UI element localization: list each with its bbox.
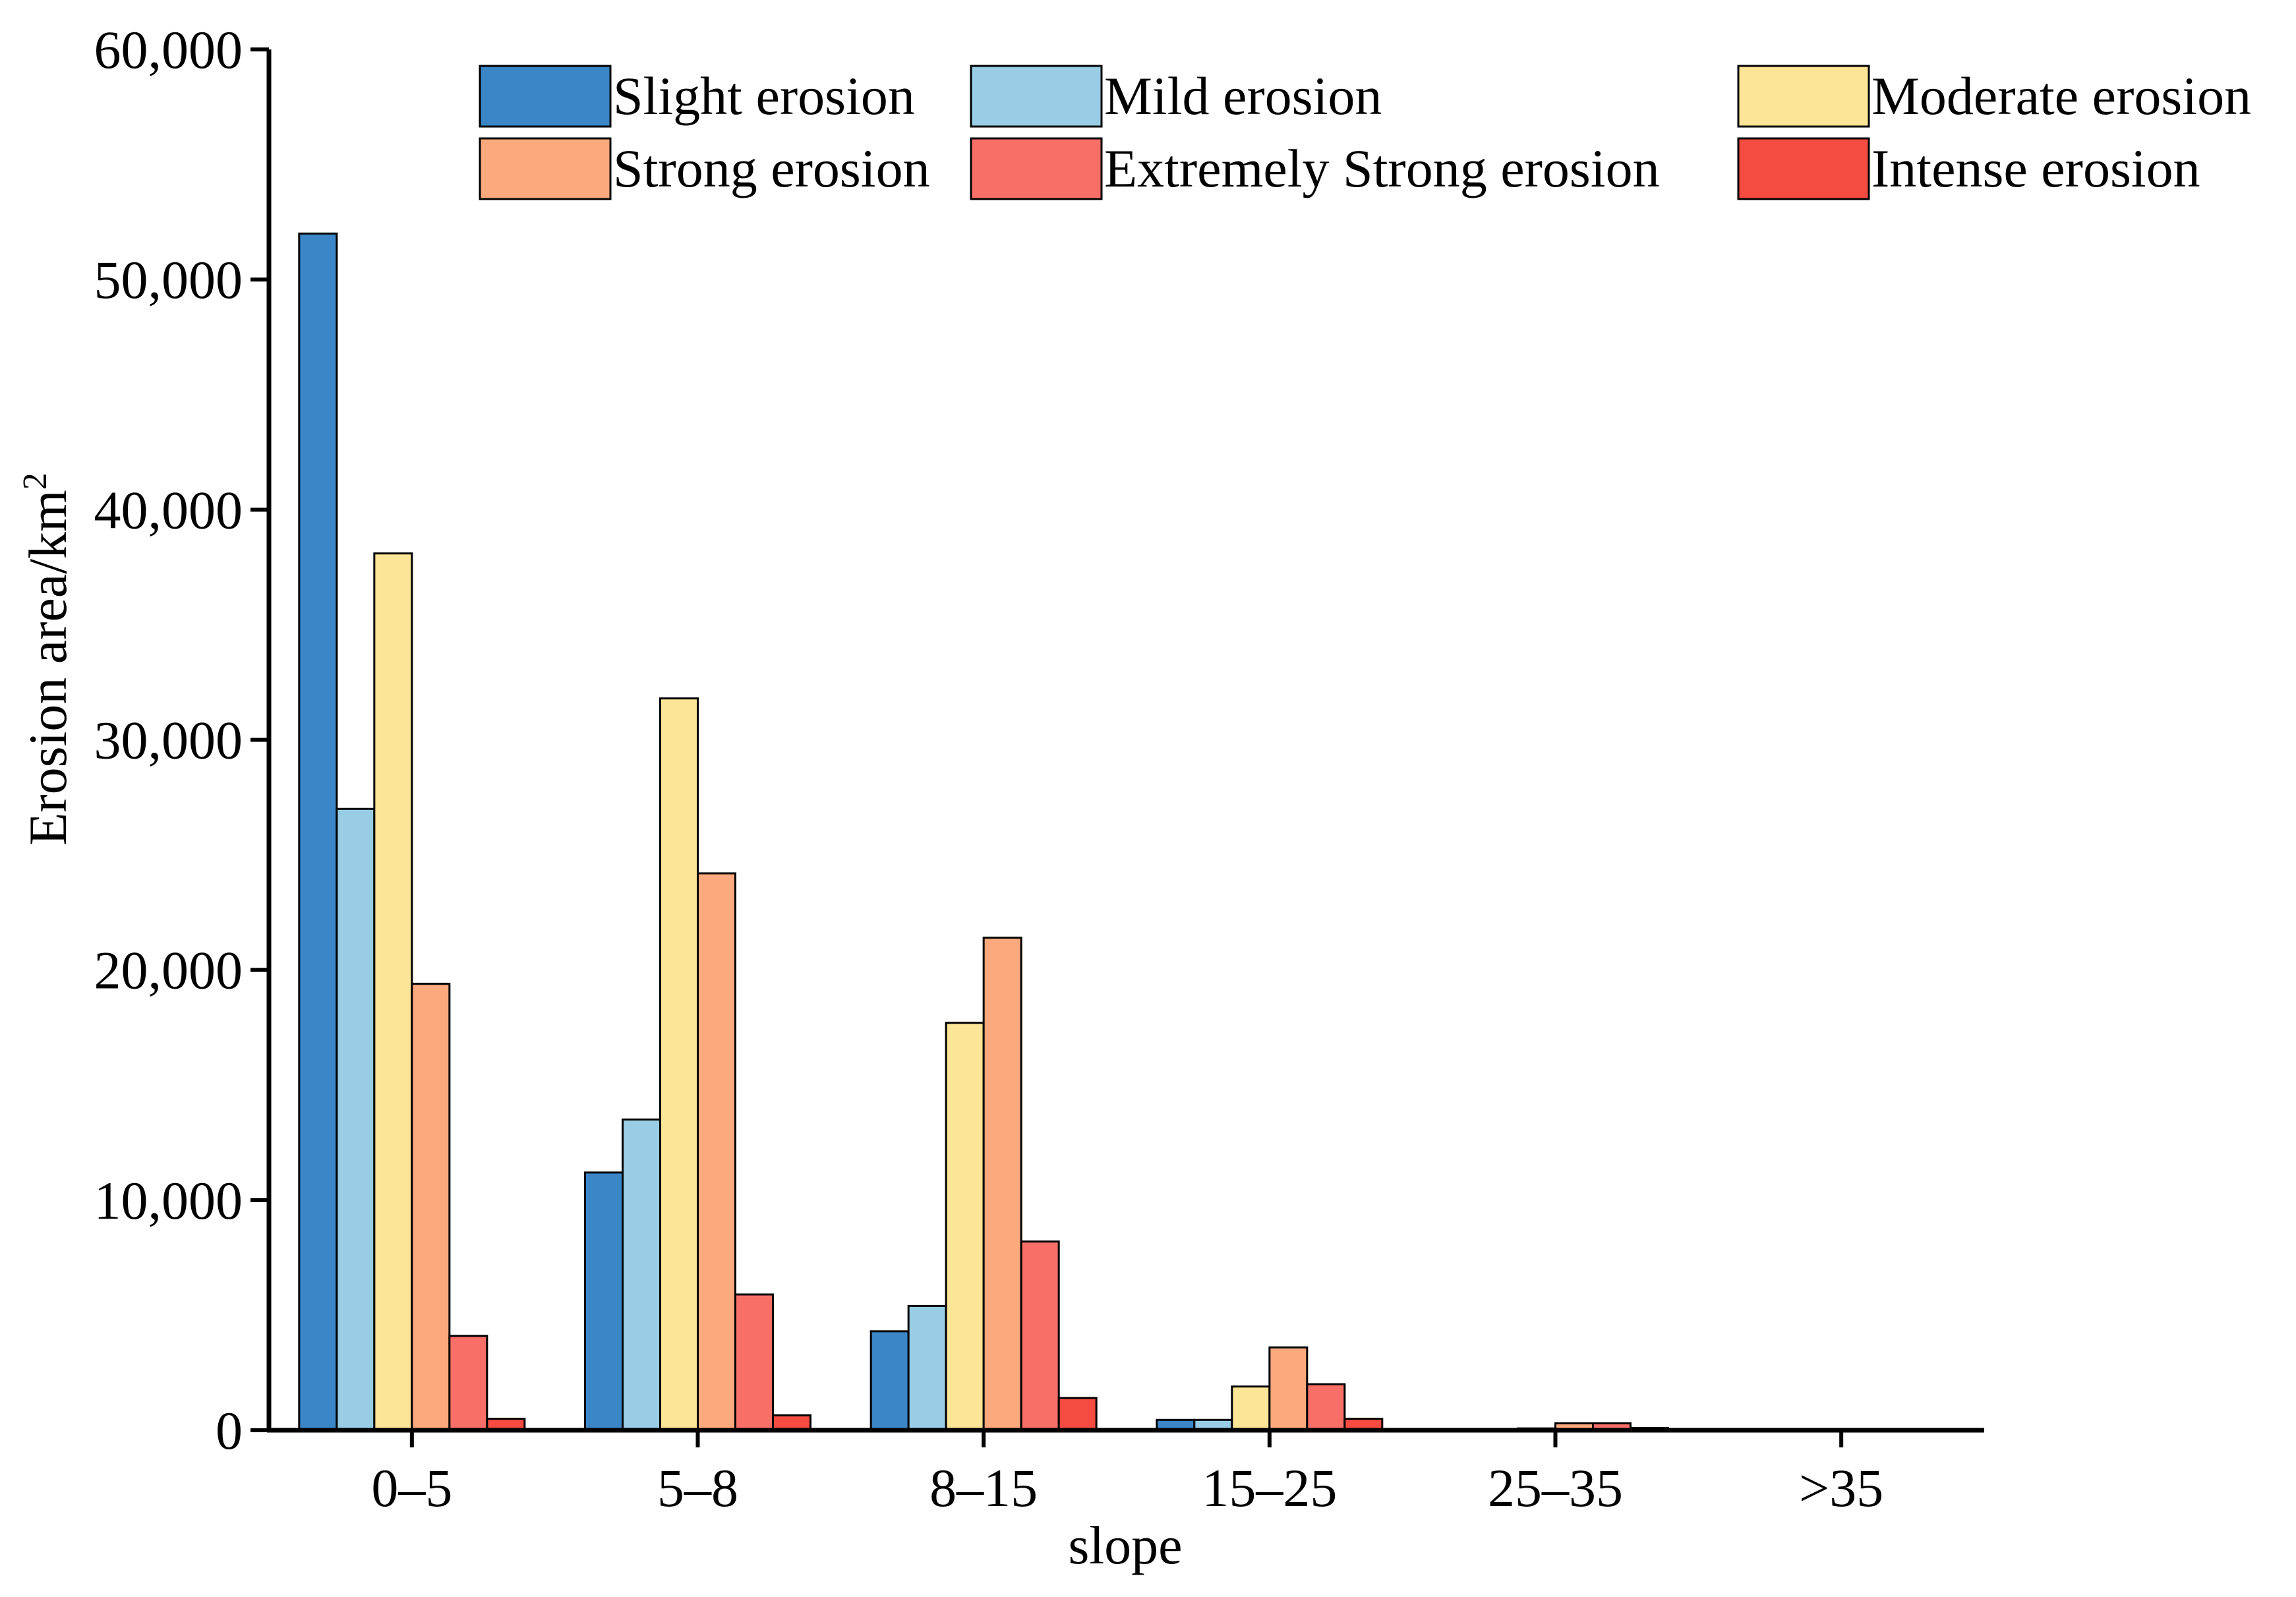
legend-swatch-strong-erosion (479, 137, 612, 200)
bar-slight-erosion-1 (584, 1171, 624, 1432)
ticks-layer: 0 10,000 20,000 30,000 40,000 50,000 60,000 0–5… (94, 20, 1884, 1518)
bar-mild-erosion-0 (336, 807, 376, 1432)
bar-extremely-strong-erosion-2 (1020, 1240, 1060, 1432)
x-tick-label: 15–25 (1202, 1458, 1337, 1518)
x-tick-label: 5–8 (657, 1458, 738, 1518)
legend-swatch-mild-erosion (970, 65, 1103, 128)
legend-label-mild-erosion: Mild erosion (1104, 66, 1382, 126)
axes-layer (266, 49, 1984, 1433)
bar-mild-erosion-2 (907, 1304, 947, 1432)
bar-strong-erosion-1 (697, 872, 736, 1432)
y-axis-title-superscript: 2 (16, 473, 54, 490)
bar-extremely-strong-erosion-0 (448, 1335, 488, 1432)
x-tick-label: 25–35 (1488, 1458, 1623, 1518)
legend-label-moderate-erosion: Moderate erosion (1871, 66, 2251, 126)
legend-label-intense-erosion: Intense erosion (1871, 138, 2200, 198)
bar-extremely-strong-erosion-1 (734, 1293, 774, 1432)
legend-label-strong-erosion: Strong erosion (613, 138, 930, 198)
bar-extremely-strong-erosion-3 (1306, 1383, 1346, 1432)
legend-swatch-slight-erosion (479, 65, 612, 128)
x-tick-label: 0–5 (371, 1458, 452, 1518)
x-axis-title: slope (1068, 1515, 1182, 1575)
bars-layer (298, 232, 1955, 1432)
legend-swatch-intense-erosion (1737, 137, 1870, 200)
y-tick-label: 30,000 (94, 711, 243, 770)
bar-strong-erosion-2 (982, 937, 1022, 1432)
bar-strong-erosion-3 (1268, 1346, 1309, 1432)
y-tick-label: 10,000 (94, 1171, 243, 1231)
legend: Slight erosion Mild erosion Moderate erosi… (479, 65, 2251, 200)
y-tick-label: 0 (216, 1401, 243, 1461)
bar-moderate-erosion-1 (659, 697, 699, 1432)
bar-moderate-erosion-0 (373, 552, 413, 1432)
bar-slight-erosion-0 (298, 232, 338, 1432)
y-tick-label: 20,000 (94, 941, 243, 1001)
x-tick-label: 8–15 (929, 1458, 1038, 1518)
y-tick-label: 50,000 (94, 250, 243, 310)
legend-swatch-moderate-erosion (1737, 65, 1870, 128)
bar-slight-erosion-2 (869, 1330, 910, 1432)
y-tick-label: 40,000 (94, 480, 243, 540)
y-axis-title-text: Erosion area/km (18, 490, 78, 846)
bar-moderate-erosion-2 (945, 1022, 985, 1432)
legend-label-extremely-strong-erosion: Extremely Strong erosion (1104, 138, 1660, 198)
x-tick-label: >35 (1799, 1458, 1883, 1518)
legend-label-slight-erosion: Slight erosion (613, 66, 915, 126)
bar-mild-erosion-1 (622, 1118, 661, 1432)
y-axis-title: Erosion area/km2 (16, 473, 78, 846)
bar-intense-erosion-2 (1057, 1397, 1098, 1432)
legend-swatch-extremely-strong-erosion (970, 137, 1103, 200)
bar-strong-erosion-0 (411, 983, 451, 1432)
bar-moderate-erosion-3 (1231, 1385, 1271, 1432)
y-tick-label: 60,000 (94, 20, 243, 80)
